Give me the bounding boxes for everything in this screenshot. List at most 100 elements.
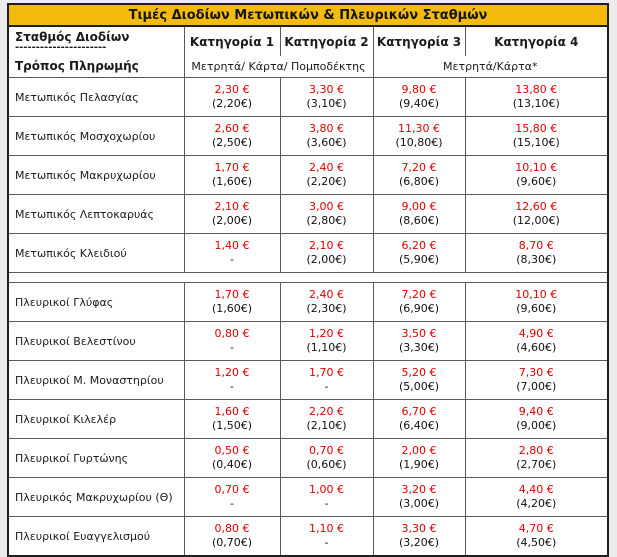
price-previous: - <box>230 380 234 393</box>
price-current: 2,40 € <box>309 161 344 174</box>
price-cell: 4,70 € (4,50€) <box>464 516 609 557</box>
price-cell: 2,30 € (2,20€) <box>183 77 281 117</box>
price-previous: (2,30€) <box>306 302 347 315</box>
price-previous: (3,10€) <box>306 97 347 110</box>
price-cell: 1,20 € - <box>183 360 281 400</box>
price-previous: (2,50€) <box>211 136 253 149</box>
price-current: 1,70 € <box>309 366 344 379</box>
price-previous: (13,10€) <box>512 97 560 110</box>
price-previous: - <box>230 253 234 266</box>
price-current: 10,10 € <box>515 161 558 174</box>
price-cell: 8,70 € (8,30€) <box>464 233 609 273</box>
price-current: 7,20 € <box>401 161 437 174</box>
price-cell: 12,60 € (12,00€) <box>464 194 609 234</box>
toll-row: Μετωπικός Μοσχοχωρίου 2,60 € (2,50€) 3,80… <box>7 116 609 156</box>
price-previous: (8,60€) <box>398 214 440 227</box>
price-current: 0,80 € <box>214 327 250 340</box>
price-cell: 13,80 € (13,10€) <box>464 77 609 117</box>
payment-method-cat34: Μετρητά/Κάρτα* <box>372 56 609 78</box>
price-previous: (0,70€) <box>211 536 253 549</box>
toll-row: Μετωπικός Πελασγίας 2,30 € (2,20€) 3,30 €… <box>7 77 609 117</box>
toll-row: Πλευρικοί Ευαγγελισμού 0,80 € (0,70€) 1,1… <box>7 516 609 557</box>
price-cell: 9,00 € (8,60€) <box>372 194 466 234</box>
price-current: 4,90 € <box>518 327 554 340</box>
price-cell: 2,40 € (2,30€) <box>279 282 374 322</box>
price-cell: 0,50 € (0,40€) <box>183 438 281 478</box>
price-cell: 2,80 € (2,70€) <box>464 438 609 478</box>
price-current: 1,20 € <box>309 327 344 340</box>
toll-row: Πλευρικοί Βελεστίνου 0,80 € - 1,20 € (1,10… <box>7 321 609 361</box>
price-current: 1,00 € <box>309 483 344 496</box>
price-previous: (6,90€) <box>398 302 440 315</box>
price-cell: 2,10 € (2,00€) <box>183 194 281 234</box>
price-cell: 10,10 € (9,60€) <box>464 282 609 322</box>
payment-method-cat12: Μετρητά/ Κάρτα/ Πομποδέκτης <box>183 56 374 78</box>
price-previous: (6,40€) <box>398 419 440 432</box>
price-cell: 0,70 € - <box>183 477 281 517</box>
price-previous: (9,60€) <box>516 175 557 188</box>
header-divider-dashes: ---------------------- <box>15 44 107 51</box>
price-previous: (2,10€) <box>306 419 347 432</box>
price-current: 2,00 € <box>401 444 437 457</box>
station-name-cell: Μετωπικός Μακρυχωρίου <box>7 155 185 195</box>
price-current: 11,30 € <box>398 122 440 135</box>
price-current: 10,10 € <box>515 288 558 301</box>
price-cell: 5,20 € (5,00€) <box>372 360 466 400</box>
price-current: 9,00 € <box>401 200 437 213</box>
price-cell: 1,00 € - <box>279 477 374 517</box>
price-previous: (7,00€) <box>516 380 557 393</box>
price-previous: (4,20€) <box>516 497 557 510</box>
price-current: 13,80 € <box>515 83 558 96</box>
price-cell: 9,80 € (9,40€) <box>372 77 466 117</box>
station-name-cell: Πλευρικοί Ευαγγελισμού <box>7 516 185 557</box>
price-current: 9,40 € <box>518 405 554 418</box>
price-previous: (1,90€) <box>398 458 440 471</box>
price-current: 9,80 € <box>401 83 437 96</box>
station-name-cell: Μετωπικός Πελασγίας <box>7 77 185 117</box>
price-cell: 2,10 € (2,00€) <box>279 233 374 273</box>
station-name-cell: Πλευρικός Μακρυχωρίου (Θ) <box>7 477 185 517</box>
price-current: 0,70 € <box>309 444 344 457</box>
price-cell: 4,40 € (4,20€) <box>464 477 609 517</box>
price-previous: (3,30€) <box>398 341 440 354</box>
price-cell: 3,80 € (3,60€) <box>279 116 374 156</box>
price-current: 7,30 € <box>518 366 554 379</box>
price-previous: (1,50€) <box>211 419 253 432</box>
price-previous: (15,10€) <box>512 136 560 149</box>
price-current: 1,70 € <box>214 161 250 174</box>
price-current: 3,50 € <box>401 327 437 340</box>
price-previous: (9,60€) <box>516 302 557 315</box>
price-cell: 1,70 € (1,60€) <box>183 282 281 322</box>
price-cell: 3,30 € (3,20€) <box>372 516 466 557</box>
toll-row: Πλευρικοί Γλύφας 1,70 € (1,60€) 2,40 € (2,… <box>7 282 609 322</box>
price-previous: (2,00€) <box>306 253 347 266</box>
station-name-cell: Μετωπικός Κλειδιού <box>7 233 185 273</box>
payment-method-row: Μετρητά/ Κάρτα/ Πομποδέκτης Μετρητά/Κάρτ… <box>8 56 609 78</box>
price-cell: 3,20 € (3,00€) <box>372 477 466 517</box>
price-previous: (2,00€) <box>211 214 253 227</box>
price-current: 8,70 € <box>518 239 554 252</box>
price-current: 1,10 € <box>309 522 344 535</box>
price-cell: 3,50 € (3,30€) <box>372 321 466 361</box>
price-current: 3,30 € <box>309 83 344 96</box>
price-current: 0,50 € <box>214 444 250 457</box>
price-cell: 10,10 € (9,60€) <box>464 155 609 195</box>
toll-price-table-container: Τιμές Διοδίων Μετωπικών & Πλευρικών Σταθ… <box>7 3 609 557</box>
price-previous: (1,60€) <box>211 302 253 315</box>
price-cell: 2,40 € (2,20€) <box>279 155 374 195</box>
price-current: 3,80 € <box>309 122 344 135</box>
price-cell: 6,20 € (5,90€) <box>372 233 466 273</box>
toll-row: Πλευρικός Μακρυχωρίου (Θ) 0,70 € - 1,00 €… <box>7 477 609 517</box>
price-current: 2,40 € <box>309 288 344 301</box>
price-cell: 1,70 € (1,60€) <box>183 155 281 195</box>
price-cell: 7,30 € (7,00€) <box>464 360 609 400</box>
price-previous: (8,30€) <box>516 253 557 266</box>
price-previous: (1,10€) <box>306 341 347 354</box>
price-cell: 1,60 € (1,50€) <box>183 399 281 439</box>
category-header-row: Σταθμός Διοδίων ---------------------- Τ… <box>7 25 609 78</box>
price-current: 1,40 € <box>214 239 250 252</box>
price-cell: 0,70 € (0,60€) <box>279 438 374 478</box>
price-previous: (0,40€) <box>211 458 253 471</box>
price-current: 1,20 € <box>214 366 250 379</box>
section-separator <box>7 272 609 283</box>
